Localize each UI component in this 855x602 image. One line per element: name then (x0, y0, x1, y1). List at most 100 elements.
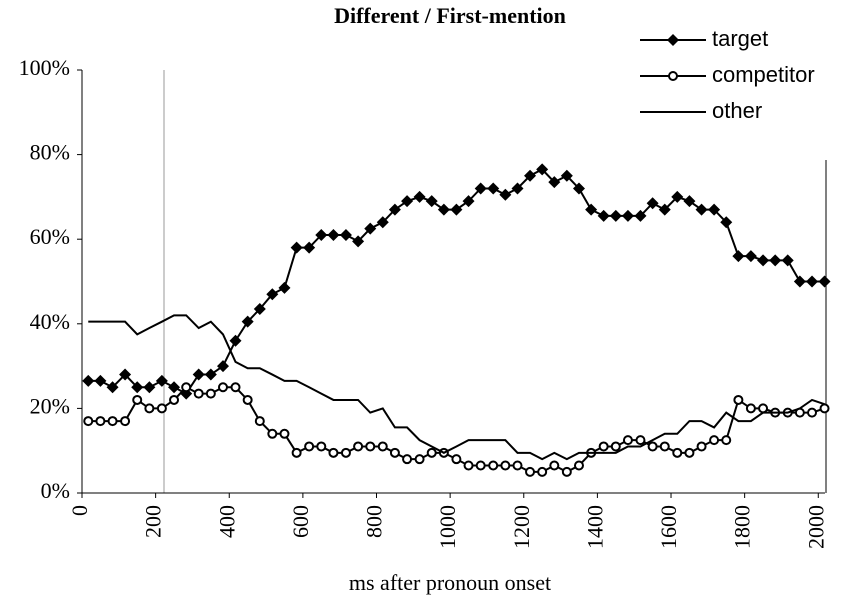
marker (659, 441, 670, 452)
marker (414, 454, 425, 465)
marker (279, 428, 290, 439)
marker (364, 222, 377, 235)
marker (229, 334, 242, 347)
marker (744, 250, 757, 263)
marker (560, 169, 573, 182)
marker (327, 228, 340, 241)
marker (781, 254, 794, 267)
marker (525, 466, 536, 477)
marker (217, 382, 228, 393)
marker (132, 394, 143, 405)
marker (451, 454, 462, 465)
y-tick-label: 60% (30, 224, 70, 249)
marker (769, 254, 782, 267)
marker (695, 203, 708, 216)
marker (437, 203, 450, 216)
marker (377, 441, 388, 452)
marker (488, 460, 499, 471)
marker (426, 447, 437, 458)
marker (475, 460, 486, 471)
marker (216, 360, 229, 373)
marker (621, 209, 634, 222)
marker (107, 416, 118, 427)
marker (303, 241, 316, 254)
marker (635, 435, 646, 446)
marker (807, 407, 818, 418)
marker (119, 368, 132, 381)
marker (819, 403, 830, 414)
x-tick-label: 0 (67, 505, 92, 516)
marker (499, 188, 512, 201)
marker (609, 209, 622, 222)
marker (94, 374, 107, 387)
marker (230, 382, 241, 393)
marker (144, 403, 155, 414)
legend-marker (667, 34, 679, 46)
marker (95, 416, 106, 427)
marker (131, 381, 144, 394)
y-tick-label: 100% (19, 55, 70, 80)
y-tick-label: 20% (30, 393, 70, 418)
marker (572, 182, 585, 195)
marker (537, 466, 548, 477)
marker (548, 176, 561, 189)
x-tick-label: 1200 (509, 505, 534, 549)
marker (389, 447, 400, 458)
marker (708, 203, 721, 216)
marker (634, 209, 647, 222)
marker (684, 447, 695, 458)
marker (402, 454, 413, 465)
marker (388, 203, 401, 216)
legend-marker (668, 71, 678, 81)
x-tick-label: 2000 (803, 505, 828, 549)
marker (696, 441, 707, 452)
marker (192, 368, 205, 381)
marker (316, 441, 327, 452)
marker (671, 190, 684, 203)
marker (511, 182, 524, 195)
marker (82, 374, 95, 387)
marker (291, 447, 302, 458)
marker (721, 435, 732, 446)
marker (241, 315, 254, 328)
marker (474, 182, 487, 195)
marker (806, 275, 819, 288)
x-tick-label: 1400 (582, 505, 607, 549)
marker (353, 441, 364, 452)
marker (745, 403, 756, 414)
marker (155, 374, 168, 387)
marker (339, 228, 352, 241)
marker (242, 394, 253, 405)
marker (597, 209, 610, 222)
marker (304, 441, 315, 452)
marker (168, 381, 181, 394)
marker (376, 216, 389, 229)
x-tick-label: 400 (214, 505, 239, 538)
marker (83, 416, 94, 427)
x-tick-label: 200 (141, 505, 166, 538)
marker (720, 216, 733, 229)
marker (352, 235, 365, 248)
line (88, 314, 825, 461)
y-tick-label: 0% (41, 478, 70, 503)
marker (757, 254, 770, 267)
marker (169, 394, 180, 405)
marker (647, 441, 658, 452)
marker (585, 203, 598, 216)
marker (106, 381, 119, 394)
marker (253, 302, 266, 315)
marker (156, 403, 167, 414)
legend-label: other (712, 98, 762, 123)
marker (512, 460, 523, 471)
marker (254, 416, 265, 427)
marker (622, 435, 633, 446)
marker (193, 388, 204, 399)
marker (462, 195, 475, 208)
marker (328, 447, 339, 458)
marker (425, 195, 438, 208)
marker (463, 460, 474, 471)
y-tick-label: 40% (30, 309, 70, 334)
marker (683, 195, 696, 208)
x-tick-label: 1800 (730, 505, 755, 549)
